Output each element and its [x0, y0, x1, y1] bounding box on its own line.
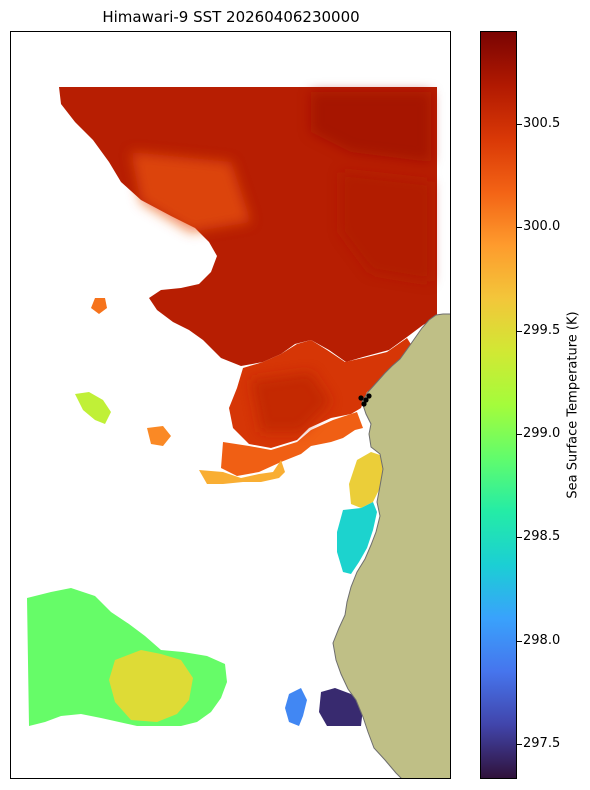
sst-region-west-island-c [147, 426, 171, 446]
colorbar-tick-label: 300.5 [523, 115, 561, 131]
colorbar-tick-label: 298.0 [523, 632, 561, 648]
chart-title: Himawari-9 SST 20260406230000 [102, 8, 360, 26]
colorbar-tick-label: 299.0 [523, 425, 561, 441]
station-marker [366, 393, 372, 399]
sst-texture-patch [311, 92, 431, 162]
colorbar-tick-label: 300.0 [523, 219, 561, 235]
sst-texture [131, 92, 431, 432]
station-marker [361, 401, 367, 407]
colorbar-tick-label: 297.5 [523, 735, 561, 751]
sst-texture-patch [251, 372, 331, 432]
colorbar-tick-mark [517, 123, 522, 125]
colorbar-tick-mark [517, 640, 522, 642]
sst-region-central-south [221, 412, 363, 476]
sst-region-southeast-small [285, 688, 307, 726]
sst-region-southwest-center [109, 650, 193, 722]
sst-map [27, 87, 450, 778]
colorbar-tick-mark [517, 330, 522, 332]
sst-region-southeast-dark [319, 688, 363, 726]
colorbar-tick-mark [517, 433, 522, 435]
sst-region-coastal-strip-north [349, 452, 383, 508]
colorbar-axis: 297.5 298.0 298.5 299.0 299.5 300.0 300.5 [517, 31, 577, 779]
sst-field [27, 87, 437, 726]
colorbar-tick-label: 299.5 [523, 322, 561, 338]
station-markers [358, 393, 372, 407]
sst-texture-patch [341, 172, 431, 282]
colorbar-tick-mark [517, 743, 522, 745]
colorbar-tick-mark [517, 227, 522, 229]
sst-region-south-edge [199, 460, 285, 484]
colorbar-tick-mark [517, 537, 522, 539]
station-marker [358, 395, 364, 401]
colorbar [480, 31, 517, 779]
colorbar-tick-label: 298.5 [523, 529, 561, 545]
sst-texture-patch [131, 152, 251, 232]
sst-region-coastal-strip-south [337, 502, 377, 574]
station-marker [363, 397, 369, 403]
sst-region-west-island-a [91, 298, 107, 314]
sst-region-west-island-b [75, 392, 111, 424]
colorbar-label: Sea Surface Temperature (K) [565, 311, 581, 499]
map-panel [10, 31, 451, 779]
land-mass [332, 313, 450, 778]
